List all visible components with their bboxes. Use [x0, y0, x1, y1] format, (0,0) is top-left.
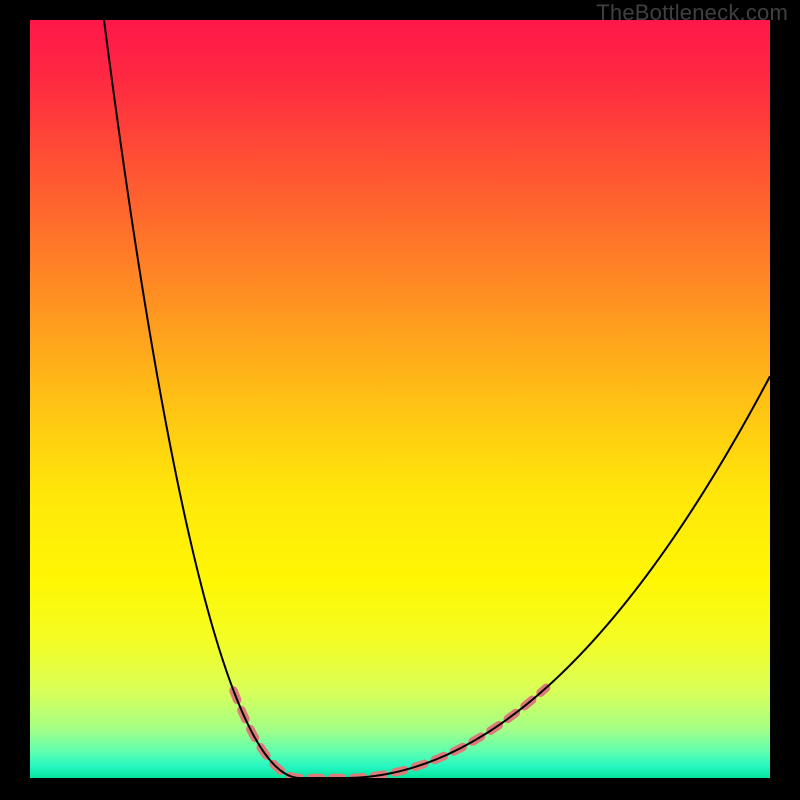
plot-svg: [30, 20, 770, 778]
figure-stage: TheBottleneck.com: [0, 0, 800, 800]
gradient-background: [30, 20, 770, 778]
plot-area: [30, 20, 770, 778]
